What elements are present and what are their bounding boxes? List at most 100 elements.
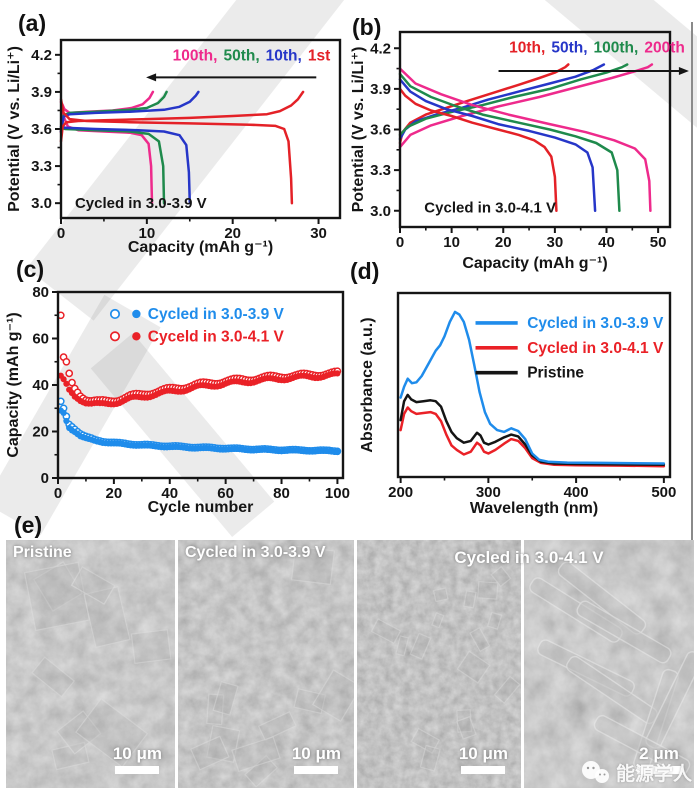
series-cycled-3.0-4.1V xyxy=(399,406,666,468)
svg-text:300: 300 xyxy=(476,484,501,501)
scalebar-text: 10 μm xyxy=(458,744,508,763)
panel-c-label: (c) xyxy=(16,256,45,282)
svg-text:3.3: 3.3 xyxy=(370,162,391,179)
sem-image-cycled-3041-right: 2 μm xyxy=(524,540,694,788)
svg-text:20: 20 xyxy=(32,424,49,441)
series-50th-discharge xyxy=(398,78,597,213)
chart-c-legend-row: Cycled in 3.0-3.9 V xyxy=(148,306,285,323)
sem-span-label: Cycled in 3.0-4.1 V xyxy=(454,548,604,567)
scalebar: 10 μm xyxy=(113,744,162,774)
svg-text:100: 100 xyxy=(325,485,350,502)
panel-b-chart: 0 10 20 30 40 50 3.0 3.3 3.6 3.9 4.2 Capacity (mAh … xyxy=(348,0,697,272)
panel-b-label: (b) xyxy=(352,14,382,40)
svg-text:0: 0 xyxy=(54,485,62,502)
svg-text:500: 500 xyxy=(651,484,676,501)
svg-text:40: 40 xyxy=(598,234,615,251)
svg-text:60: 60 xyxy=(32,331,49,348)
sem-image-cycled-3041-left: 10 μm xyxy=(357,540,521,788)
panel-a-label: (a) xyxy=(18,10,47,36)
scalebar-line xyxy=(637,766,681,774)
svg-text:10: 10 xyxy=(443,234,460,251)
svg-text:0: 0 xyxy=(396,234,404,251)
svg-text:60: 60 xyxy=(217,485,234,502)
svg-text:80: 80 xyxy=(32,284,49,301)
svg-text:3.9: 3.9 xyxy=(370,81,391,98)
legend-arrowhead xyxy=(678,67,689,75)
svg-text:20: 20 xyxy=(224,225,241,242)
scalebar-text: 10 μm xyxy=(291,744,341,763)
series-200th-discharge xyxy=(398,67,652,213)
panel-c-chart: 0 20 40 60 80 100 0 20 40 60 80 Cycle number Capacit… xyxy=(0,255,350,516)
series-1st-charge xyxy=(59,90,305,143)
chart-b-ylabel: Potential (V vs. Li/Li⁺) xyxy=(350,47,367,213)
scalebar-text: 10 μm xyxy=(112,744,162,763)
chart-c-xlabel: Cycle number xyxy=(148,499,254,516)
svg-text:3.9: 3.9 xyxy=(31,84,52,101)
scalebar-text: 2 μm xyxy=(639,744,679,763)
chart-b-xlabel: Capacity (mAh g⁻¹) xyxy=(462,255,607,272)
series-3.0-4.1V-discharge xyxy=(57,370,341,408)
chart-a-legend: 100th, 50th, 10th, 1st xyxy=(173,47,331,64)
scalebar-line xyxy=(294,766,339,774)
svg-text:20: 20 xyxy=(106,485,123,502)
chart-d-svg: 200 300 400 500 Wavelength (nm) Absorbance (a… xyxy=(359,291,676,517)
sem-texture xyxy=(6,540,175,788)
series-100th-discharge xyxy=(398,72,621,213)
svg-text:0: 0 xyxy=(57,225,65,242)
chart-b-svg: 0 10 20 30 40 50 3.0 3.3 3.6 3.9 4.2 Capacity (mAh … xyxy=(350,30,689,272)
svg-text:40: 40 xyxy=(32,377,49,394)
sem-label: Cycled in 3.0-3.9 V xyxy=(185,544,326,561)
sem-texture xyxy=(178,540,354,788)
chart-a-svg: 0 10 20 30 3.0 3.3 3.6 3.9 4.2 Capacity (mAh g⁻¹)… xyxy=(6,38,342,256)
sem-image-pristine: Pristine 10 μm xyxy=(6,540,175,788)
chart-a-annotation: Cycled in 3.0-3.9 V xyxy=(75,195,207,212)
chart-b-border xyxy=(398,30,672,229)
chart-c-svg: 0 20 40 60 80 100 0 20 40 60 80 Cycle number Capacit… xyxy=(5,284,350,516)
svg-text:400: 400 xyxy=(564,484,589,501)
panel-a-chart: 0 10 20 30 3.0 3.3 3.6 3.9 4.2 Capacity (mAh g⁻¹)… xyxy=(0,0,348,256)
chart-d-border xyxy=(396,291,672,479)
watermark-text: 能源学人 xyxy=(615,764,692,785)
chart-a-axes: 0 10 20 30 3.0 3.3 3.6 3.9 4.2 xyxy=(31,47,327,242)
svg-text:20: 20 xyxy=(495,234,512,251)
chart-a-border xyxy=(59,38,342,220)
sem-texture xyxy=(357,540,521,788)
sem-texture xyxy=(524,540,694,788)
svg-text:200: 200 xyxy=(388,484,413,501)
chart-b-legend: 10th, 50th, 100th, 200th xyxy=(509,39,685,56)
svg-text:50: 50 xyxy=(650,234,667,251)
chart-a-xlabel: Capacity (mAh g⁻¹) xyxy=(128,239,273,256)
svg-text:3.3: 3.3 xyxy=(31,158,52,175)
series-10th-discharge xyxy=(398,87,558,213)
chart-c-axes: 0 20 40 60 80 100 0 20 40 60 80 xyxy=(32,284,350,502)
chart-d-axes: 200 300 400 500 xyxy=(388,477,676,501)
svg-text:10: 10 xyxy=(139,225,156,242)
svg-text:30: 30 xyxy=(547,234,564,251)
chart-d-ylabel: Absorbance (a.u.) xyxy=(359,317,376,452)
page-edge-line xyxy=(691,22,693,788)
chart-b-annotation: Cycled in 3.0-4.1 V xyxy=(424,199,556,216)
chart-c-legend-row: Cyceld in 3.0-4.1 V xyxy=(148,328,285,345)
scalebar: 2 μm xyxy=(637,744,681,774)
svg-text:40: 40 xyxy=(161,485,178,502)
scalebar-line xyxy=(115,766,160,774)
svg-text:4.2: 4.2 xyxy=(31,47,52,64)
series-200th-charge xyxy=(398,63,654,149)
chart-a-ylabel: Potential (V vs. Li/Li⁺) xyxy=(6,46,23,212)
chart-d-legend-row: Cycled in 3.0-3.9 V xyxy=(527,315,664,332)
svg-text:0: 0 xyxy=(41,470,49,487)
chart-c-border xyxy=(56,290,345,480)
series-1st-discharge xyxy=(59,98,294,205)
series-50th-discharge xyxy=(59,126,166,205)
svg-text:3.0: 3.0 xyxy=(370,203,391,220)
panel-d-label: (d) xyxy=(350,258,380,284)
svg-text:3.6: 3.6 xyxy=(370,122,391,139)
svg-text:30: 30 xyxy=(310,225,327,242)
panel-d-chart: 200 300 400 500 Wavelength (nm) Absorbance (a… xyxy=(348,255,697,517)
sem-image-cycled-3039: Cycled in 3.0-3.9 V 10 μm xyxy=(178,540,354,788)
wechat-icon xyxy=(580,760,612,785)
series-3.0-4.1V-charge xyxy=(56,311,342,406)
panel-e-label: (e) xyxy=(14,512,43,538)
scalebar-line xyxy=(461,766,506,774)
